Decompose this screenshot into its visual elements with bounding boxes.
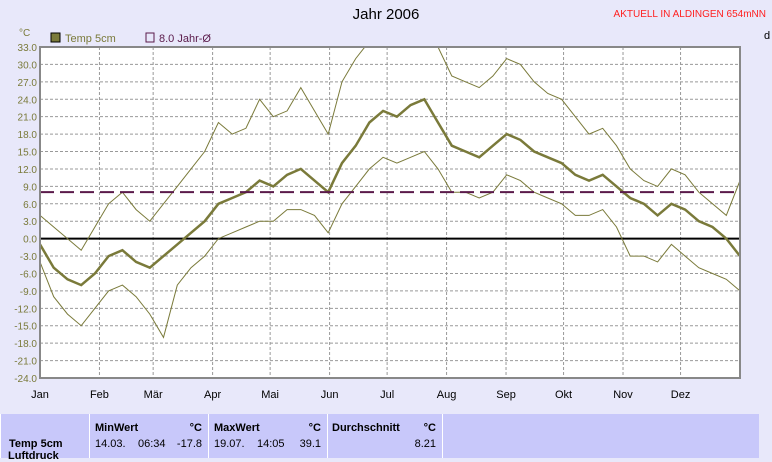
temperature-chart: 33.0 30.0 27.0 24.0 21.0 18.0 15.0 12.0 9.0 6.0 3.…: [14, 28, 741, 401]
plot-frame: [39, 46, 741, 379]
y-tick-label: 3.0: [23, 217, 37, 228]
y-tick-label: 24.0: [18, 95, 38, 106]
table-row-label-cell: Temp 5cm: [0, 414, 89, 458]
row-label: Temp 5cm: [9, 438, 63, 450]
minwert-value: -17.8: [176, 438, 202, 450]
legend-label-average: 8.0 Jahr-Ø: [159, 33, 211, 45]
x-tick-label: Jun: [321, 389, 339, 401]
empty-cell: [442, 414, 759, 458]
y-tick-label: 9.0: [23, 182, 37, 193]
y-tick-label: 15.0: [18, 148, 38, 159]
x-tick-label: Dez: [671, 389, 691, 401]
y-tick-label: -24.0: [14, 374, 37, 385]
y-axis-label: °C: [19, 28, 30, 39]
y-tick-label: 12.0: [18, 165, 38, 176]
y-tick-label: 0.0: [23, 235, 37, 246]
durchschnitt-unit: °C: [423, 422, 436, 434]
x-tick-label: Feb: [90, 389, 109, 401]
minwert-time: 06:34: [138, 438, 166, 450]
y-tick-label: 21.0: [18, 113, 38, 124]
legend-swatch-temp: [50, 32, 61, 43]
y-tick-label: 18.0: [18, 130, 38, 141]
minwert-date: 14.03.: [95, 438, 126, 450]
minwert-unit: °C: [189, 422, 202, 434]
x-tick-label: Nov: [613, 389, 633, 401]
maxwert-date: 19.07.: [214, 438, 245, 450]
y-tick-label: 27.0: [18, 78, 38, 89]
legend-label-temp: Temp 5cm: [65, 33, 116, 45]
y-tick-label: 30.0: [18, 60, 38, 71]
y-tick-label: 6.0: [23, 200, 37, 211]
x-tick-label: Jul: [380, 389, 394, 401]
y-tick-label: 33.0: [18, 43, 38, 54]
x-tick-label: Jan: [31, 389, 49, 401]
minwert-cell: MinWert °C 14.03. 06:34 -17.8: [89, 414, 208, 458]
y-tick-label: -3.0: [20, 252, 38, 263]
x-tick-label: Mär: [144, 389, 163, 401]
x-tick-label: Okt: [555, 389, 572, 401]
y-tick-label: -12.0: [14, 304, 37, 315]
x-tick-label: Sep: [496, 389, 516, 401]
durchschnitt-header: Durchschnitt: [332, 422, 400, 434]
y-tick-label: -9.0: [20, 287, 38, 298]
series-line-1: [40, 47, 740, 251]
minwert-header: MinWert: [95, 422, 139, 434]
durchschnitt-value: 8.21: [414, 438, 436, 450]
x-tick-label: Apr: [204, 389, 221, 401]
maxwert-time: 14:05: [257, 438, 285, 450]
y-tick-label: -15.0: [14, 322, 37, 333]
right-panel-fragment: d: [764, 30, 771, 42]
row-label-2: Luftdruck: [8, 450, 59, 462]
plot-background: [40, 47, 740, 378]
maxwert-cell: MaxWert °C 19.07. 14:05 39.1: [208, 414, 327, 458]
y-tick-label: -6.0: [20, 269, 38, 280]
durchschnitt-cell: Durchschnitt °C 8.21: [327, 414, 442, 458]
maxwert-value: 39.1: [299, 438, 321, 450]
y-tick-label: -18.0: [14, 339, 37, 350]
status-text: AKTUELL IN ALDINGEN 654mNN: [613, 9, 766, 20]
legend-swatch-average: [145, 32, 155, 43]
series-line-2: [40, 150, 740, 339]
y-tick-label: -21.0: [14, 357, 37, 368]
x-tick-label: Aug: [437, 389, 457, 401]
maxwert-unit: °C: [308, 422, 321, 434]
maxwert-header: MaxWert: [214, 422, 260, 434]
x-tick-label: Mai: [261, 389, 279, 401]
chart-title: Jahr 2006: [352, 6, 420, 23]
